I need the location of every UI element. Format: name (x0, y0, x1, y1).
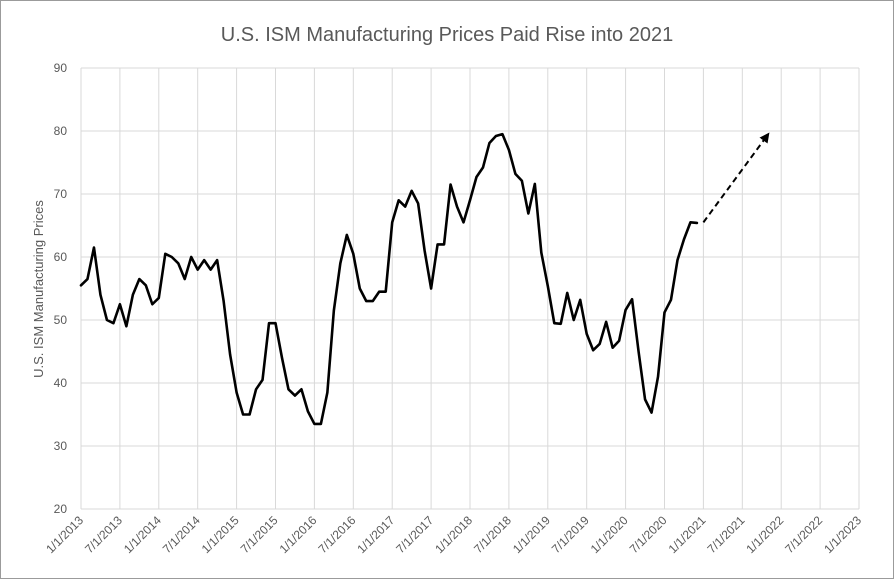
y-tick-label: 50 (54, 313, 68, 327)
x-tick-label: 1/1/2020 (588, 513, 631, 556)
y-tick-label: 90 (54, 61, 68, 75)
x-tick-label: 7/1/2014 (160, 513, 203, 556)
x-tick-label: 1/1/2016 (277, 513, 320, 556)
x-tick-label: 1/1/2014 (121, 513, 164, 556)
x-tick-label: 1/1/2017 (354, 513, 397, 556)
y-tick-labels: 20 30 40 50 60 70 80 90 (54, 61, 68, 516)
prices-paid-series-line (79, 132, 699, 426)
x-tick-label: 7/1/2013 (82, 513, 125, 556)
x-tick-label: 7/1/2020 (627, 513, 670, 556)
x-tick-label: 1/1/2013 (43, 513, 86, 556)
x-tick-label: 7/1/2017 (393, 513, 436, 556)
x-tick-label: 1/1/2015 (199, 513, 242, 556)
y-axis-title: U.S. ISM Manufacturing Prices (31, 200, 46, 378)
y-tick-label: 60 (54, 250, 68, 264)
x-tick-label: 1/1/2021 (666, 513, 709, 556)
y-tick-label: 30 (54, 439, 68, 453)
x-tick-label: 7/1/2021 (704, 513, 747, 556)
grid-layer (80, 67, 860, 510)
x-tick-label: 7/1/2015 (238, 513, 281, 556)
y-tick-label: 80 (54, 124, 68, 138)
x-tick-label: 1/1/2019 (510, 513, 553, 556)
x-tick-label: 7/1/2018 (471, 513, 514, 556)
x-tick-label: 7/1/2022 (782, 513, 825, 556)
chart-title: U.S. ISM Manufacturing Prices Paid Rise … (221, 24, 673, 46)
y-tick-label: 20 (54, 502, 68, 516)
projection-arrow-line (702, 132, 770, 223)
series-layer (79, 132, 770, 426)
x-tick-label: 1/1/2022 (743, 513, 786, 556)
x-tick-label: 1/1/2018 (432, 513, 475, 556)
y-tick-label: 70 (54, 187, 68, 201)
x-tick-label: 7/1/2016 (315, 513, 358, 556)
x-tick-labels: 1/1/20137/1/20131/1/20147/1/20141/1/2015… (43, 513, 864, 556)
x-tick-label: 7/1/2019 (549, 513, 592, 556)
y-tick-label: 40 (54, 376, 68, 390)
x-tick-label: 1/1/2023 (821, 513, 864, 556)
